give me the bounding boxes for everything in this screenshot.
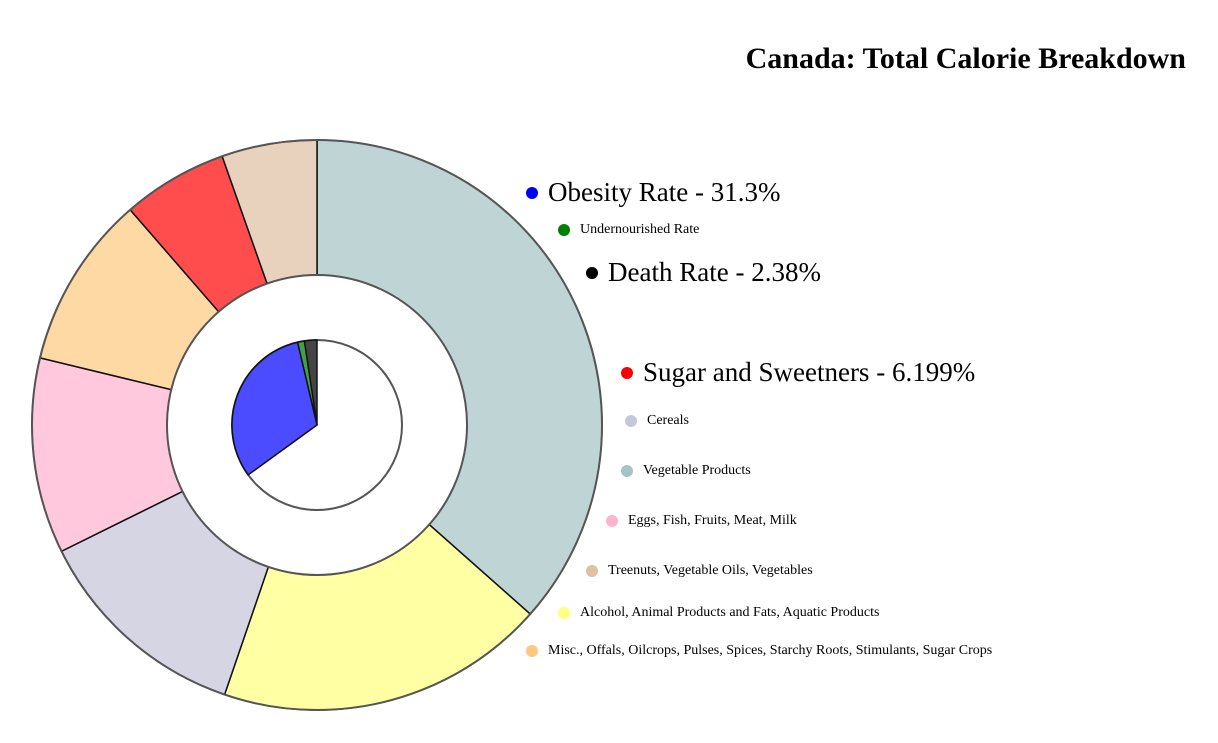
legend-label: Vegetable Products <box>643 463 751 478</box>
legend-item-sugar-and-sweetners: Sugar and Sweetners - 6.199% <box>621 357 975 388</box>
legend-separator: - <box>688 177 711 207</box>
legend-label: Alcohol, Animal Products and Fats, Aquat… <box>580 605 880 620</box>
legend-label: Obesity Rate <box>548 177 689 207</box>
legend-item-treenuts-vegetable-oils-vegetables: Treenuts, Vegetable Oils, Vegetables <box>586 563 813 579</box>
legend-label: Sugar and Sweetners <box>643 357 870 387</box>
legend-value: 31.3% <box>710 177 781 207</box>
legend-marker <box>621 465 633 477</box>
legend-marker <box>606 515 618 527</box>
legend-item-death-rate: Death Rate - 2.38% <box>586 257 821 288</box>
legend-label: Treenuts, Vegetable Oils, Vegetables <box>608 563 813 578</box>
legend-item-vegetable-products: Vegetable Products <box>621 463 751 479</box>
legend-item-eggs-fish-fruits-meat-milk: Eggs, Fish, Fruits, Meat, Milk <box>606 513 797 529</box>
legend-marker <box>558 224 570 236</box>
legend-item-alcohol-animal-products-and-fats-aquatic-products: Alcohol, Animal Products and Fats, Aquat… <box>558 605 879 621</box>
chart-title: Canada: Total Calorie Breakdown <box>745 42 1186 75</box>
legend-marker <box>558 607 570 619</box>
legend-item-misc-offals-oilcrops-pulses-spices-starchy-roots-stimulants-sugar-crops: Misc., Offals, Oilcrops, Pulses, Spices,… <box>526 643 992 659</box>
legend-marker <box>526 186 538 199</box>
legend-marker <box>625 415 637 427</box>
legend-marker <box>621 366 633 379</box>
ring-outer-outline <box>31 139 603 711</box>
legend-label: Eggs, Fish, Fruits, Meat, Milk <box>628 513 797 528</box>
legend-item-obesity-rate: Obesity Rate - 31.3% <box>526 177 780 208</box>
legend-marker <box>526 645 538 657</box>
legend-label: Misc., Offals, Oilcrops, Pulses, Spices,… <box>548 643 993 658</box>
legend-item-undernourished-rate: Undernourished Rate <box>558 222 699 238</box>
legend-value: 2.38% <box>751 257 821 287</box>
legend-marker <box>586 266 598 279</box>
legend-label: Undernourished Rate <box>580 222 700 237</box>
legend-label: Cereals <box>647 413 689 428</box>
legend-separator: - <box>869 357 892 387</box>
legend-label: Death Rate <box>608 257 729 287</box>
legend-separator: - <box>728 257 752 287</box>
legend-item-cereals: Cereals <box>625 413 689 429</box>
pie-slice-obesity-rate <box>231 341 318 476</box>
legend-marker <box>586 565 598 577</box>
legend-value: 6.199% <box>891 357 976 387</box>
